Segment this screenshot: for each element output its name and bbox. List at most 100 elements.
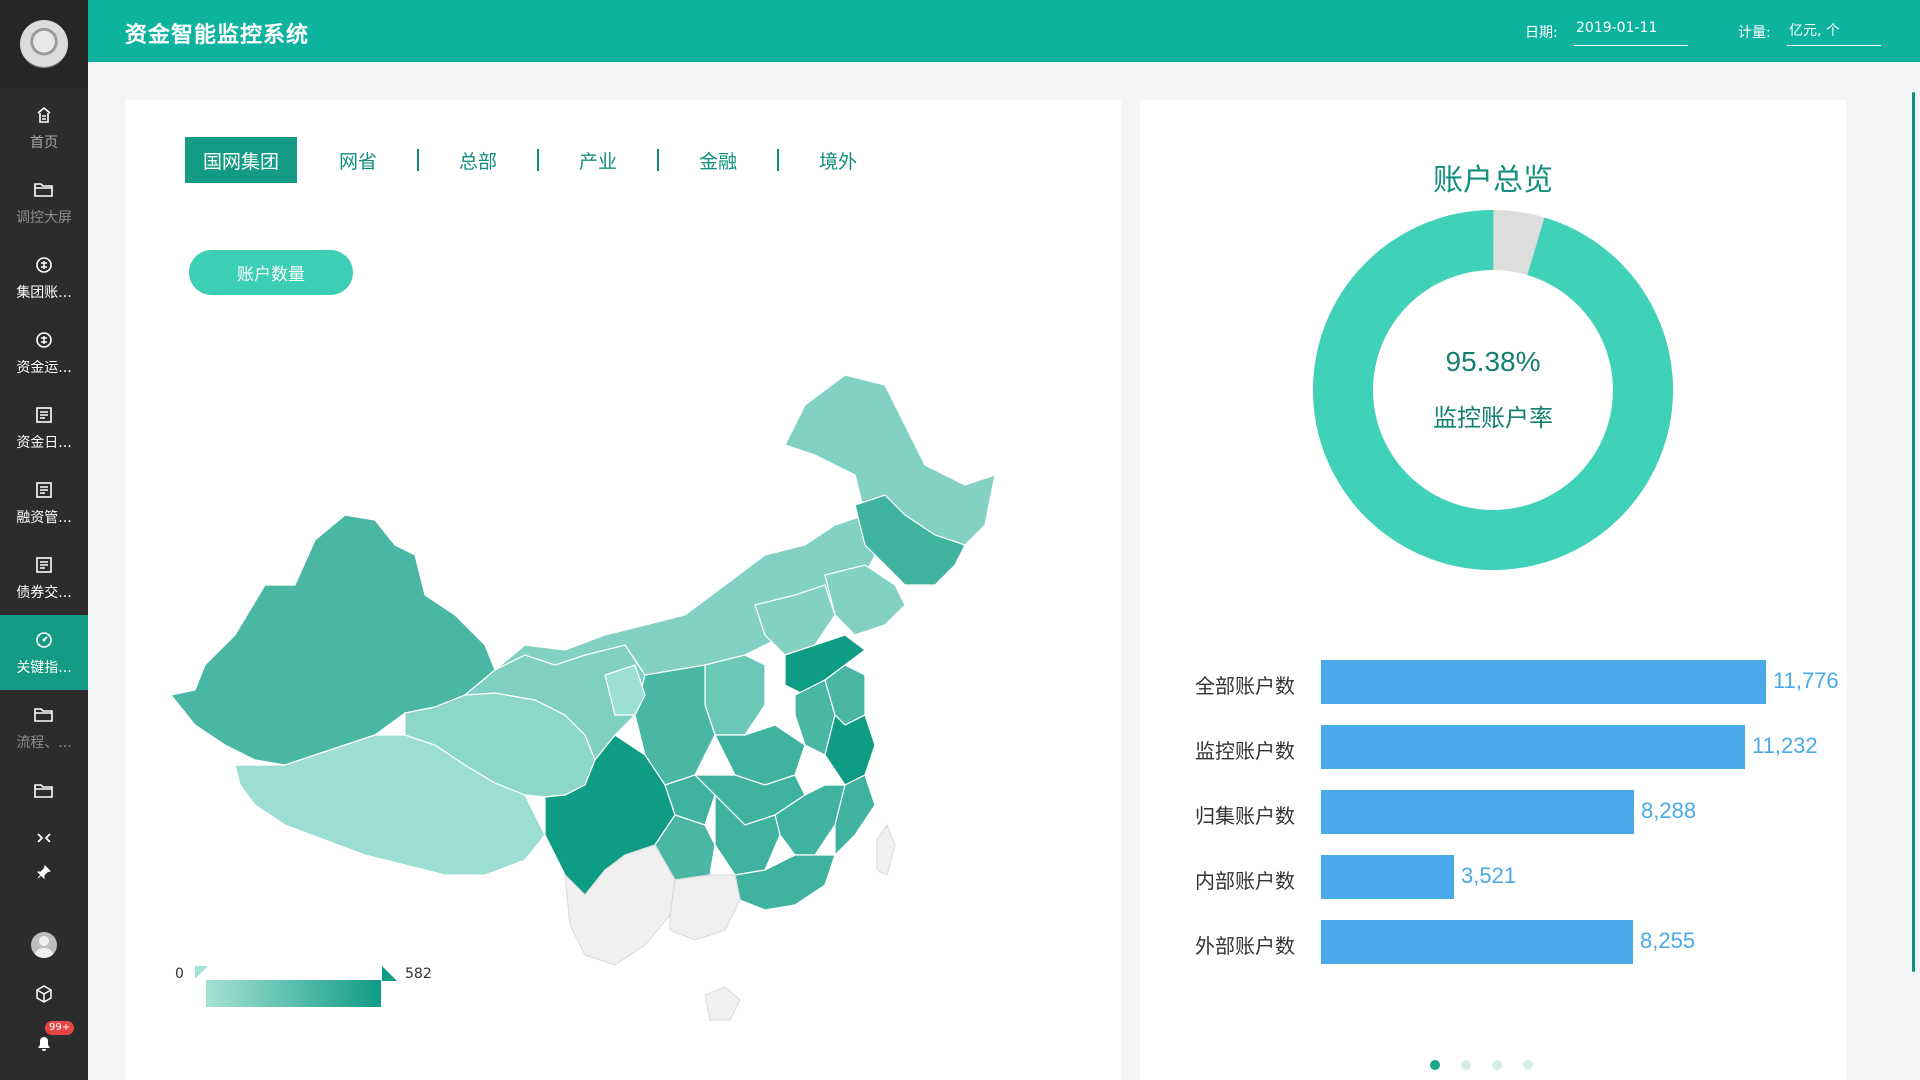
bar-row: 监控账户数 11,232: [1140, 725, 1846, 769]
sidebar-item-label: 首页: [30, 134, 58, 151]
account-bar-chart: 全部账户数 11,776 监控账户数 11,232 归集账户数 8,288 内部账户数 3,5…: [1140, 660, 1846, 1020]
app-title: 资金智能监控系统: [125, 23, 310, 48]
folder-icon: [33, 704, 55, 726]
region-hainan[interactable]: [704, 986, 741, 1021]
sidebar-item-fund-operation[interactable]: 资金运...: [0, 315, 88, 390]
sidebar-item-group-accounts[interactable]: 集团账...: [0, 240, 88, 315]
bar[interactable]: [1321, 920, 1633, 964]
sidebar-item-bond-trade[interactable]: 债券交...: [0, 540, 88, 615]
region-ningxia[interactable]: [604, 664, 646, 716]
monitor-rate-donut[interactable]: [1312, 209, 1674, 571]
tab-divider: [657, 149, 660, 171]
region-guangdong[interactable]: [734, 854, 836, 911]
legend-gradient: [206, 980, 381, 1007]
sidebar-item-control-screen[interactable]: 调控大屏: [0, 165, 88, 240]
pin-icon[interactable]: [0, 864, 88, 880]
page-dot[interactable]: [1430, 1060, 1440, 1070]
sidebar-item-fund-daily[interactable]: 资金日...: [0, 390, 88, 465]
legend-handle-low[interactable]: [195, 966, 208, 979]
bar-label: 内部账户数: [1195, 869, 1295, 893]
legend-min: 0: [175, 966, 184, 982]
map-legend: 0 582: [175, 960, 475, 1010]
scrollbar[interactable]: [1912, 92, 1915, 972]
tab-industry[interactable]: 产业: [579, 150, 618, 173]
sidebar-item-label: 关键指...: [16, 659, 72, 676]
tab-divider: [777, 149, 780, 171]
avatar[interactable]: [0, 932, 88, 958]
bar-row: 归集账户数 8,288: [1140, 790, 1846, 834]
notification-badge: 99+: [45, 1021, 75, 1035]
bar-row: 外部账户数 8,255: [1140, 920, 1846, 964]
sidebar-item-process[interactable]: 流程、...: [0, 690, 88, 765]
monitor-rate-label: 监控账户率: [1433, 404, 1553, 432]
report-icon: [34, 479, 54, 501]
region-taiwan[interactable]: [876, 823, 896, 876]
overview-panel: 账户总览 95.38% 监控账户率 全部账户数 11,776 监控账户数 11,232…: [1140, 100, 1846, 1080]
home-icon: [34, 104, 54, 126]
sidebar: 首页 调控大屏 集团账... 资金运... 资金日... 融资管...: [0, 0, 88, 1080]
bar[interactable]: [1321, 660, 1766, 704]
bar-value-label: 3,521: [1461, 863, 1517, 888]
sidebar-item-label: 调控大屏: [16, 209, 72, 226]
date-field[interactable]: 2019-01-11: [1574, 20, 1688, 46]
tab-headquarters[interactable]: 总部: [459, 150, 498, 173]
bar[interactable]: [1321, 855, 1454, 899]
bar-label: 监控账户数: [1195, 739, 1295, 763]
region-zhejiang[interactable]: [824, 713, 876, 786]
account-count-button[interactable]: 账户数量: [189, 250, 353, 295]
report-icon: [34, 404, 54, 426]
region-liaoning[interactable]: [824, 564, 906, 636]
page-dot[interactable]: [1523, 1060, 1533, 1070]
logo: [0, 0, 88, 88]
sidebar-item-key-indicators[interactable]: 关键指...: [0, 615, 88, 690]
tab-provinces[interactable]: 网省: [339, 150, 378, 173]
overview-title: 账户总览: [1433, 163, 1553, 198]
bar-label: 外部账户数: [1195, 934, 1295, 958]
unit-label: 计量:: [1738, 25, 1771, 41]
folder-open-icon: [33, 179, 55, 201]
sidebar-item-financing[interactable]: 融资管...: [0, 465, 88, 540]
sidebar-item-label: 资金日...: [16, 434, 72, 451]
sidebar-item-label: 流程、...: [16, 734, 72, 751]
folder-icon[interactable]: [0, 782, 88, 800]
tab-finance[interactable]: 金融: [699, 150, 738, 173]
cube-icon[interactable]: [0, 984, 88, 1004]
tab-bar: 国网集团 网省 总部 产业 金融 境外: [185, 137, 875, 183]
legend-handle-high[interactable]: [382, 966, 397, 981]
bar-label: 归集账户数: [1195, 804, 1295, 828]
page-dot[interactable]: [1492, 1060, 1502, 1070]
tab-divider: [417, 149, 420, 171]
bar-row: 全部账户数 11,776: [1140, 660, 1846, 704]
unit-select[interactable]: 亿元, 个: [1787, 20, 1881, 46]
bar[interactable]: [1321, 725, 1745, 769]
tab-overseas[interactable]: 境外: [819, 150, 858, 173]
bar-value-label: 8,255: [1640, 928, 1696, 953]
collapse-icon[interactable]: [0, 832, 88, 844]
tab-state-grid[interactable]: 国网集团: [185, 137, 298, 183]
top-header: 资金智能监控系统 日期: 2019-01-11 计量: 亿元, 个: [88, 0, 1920, 62]
logo-emblem: [20, 20, 68, 68]
money-exchange-icon: [34, 329, 54, 351]
tab-divider: [537, 149, 540, 171]
sidebar-item-home[interactable]: 首页: [0, 90, 88, 165]
monitor-rate-value: 95.38%: [1445, 346, 1541, 377]
region-guangxi[interactable]: [669, 874, 741, 941]
page-dot[interactable]: [1461, 1060, 1471, 1070]
bar[interactable]: [1321, 790, 1634, 834]
sidebar-item-label: 资金运...: [16, 359, 72, 376]
region-jilin[interactable]: [854, 494, 966, 586]
region-hebei-beijing[interactable]: [754, 584, 836, 656]
bar-value-label: 8,288: [1641, 798, 1697, 823]
sidebar-item-label: 集团账...: [16, 284, 72, 301]
legend-max: 582: [405, 966, 432, 982]
region-chongqing[interactable]: [664, 774, 716, 826]
report-icon: [34, 554, 54, 576]
bar-value-label: 11,232: [1752, 733, 1818, 758]
region-hunan[interactable]: [714, 793, 781, 876]
bell-icon[interactable]: 99+: [0, 1021, 88, 1053]
pagination-dots: [1430, 1060, 1533, 1070]
sidebar-item-label: 融资管...: [16, 509, 72, 526]
china-map[interactable]: [165, 315, 1085, 1035]
bar-label: 全部账户数: [1195, 674, 1295, 698]
region-shanxi[interactable]: [704, 654, 766, 736]
